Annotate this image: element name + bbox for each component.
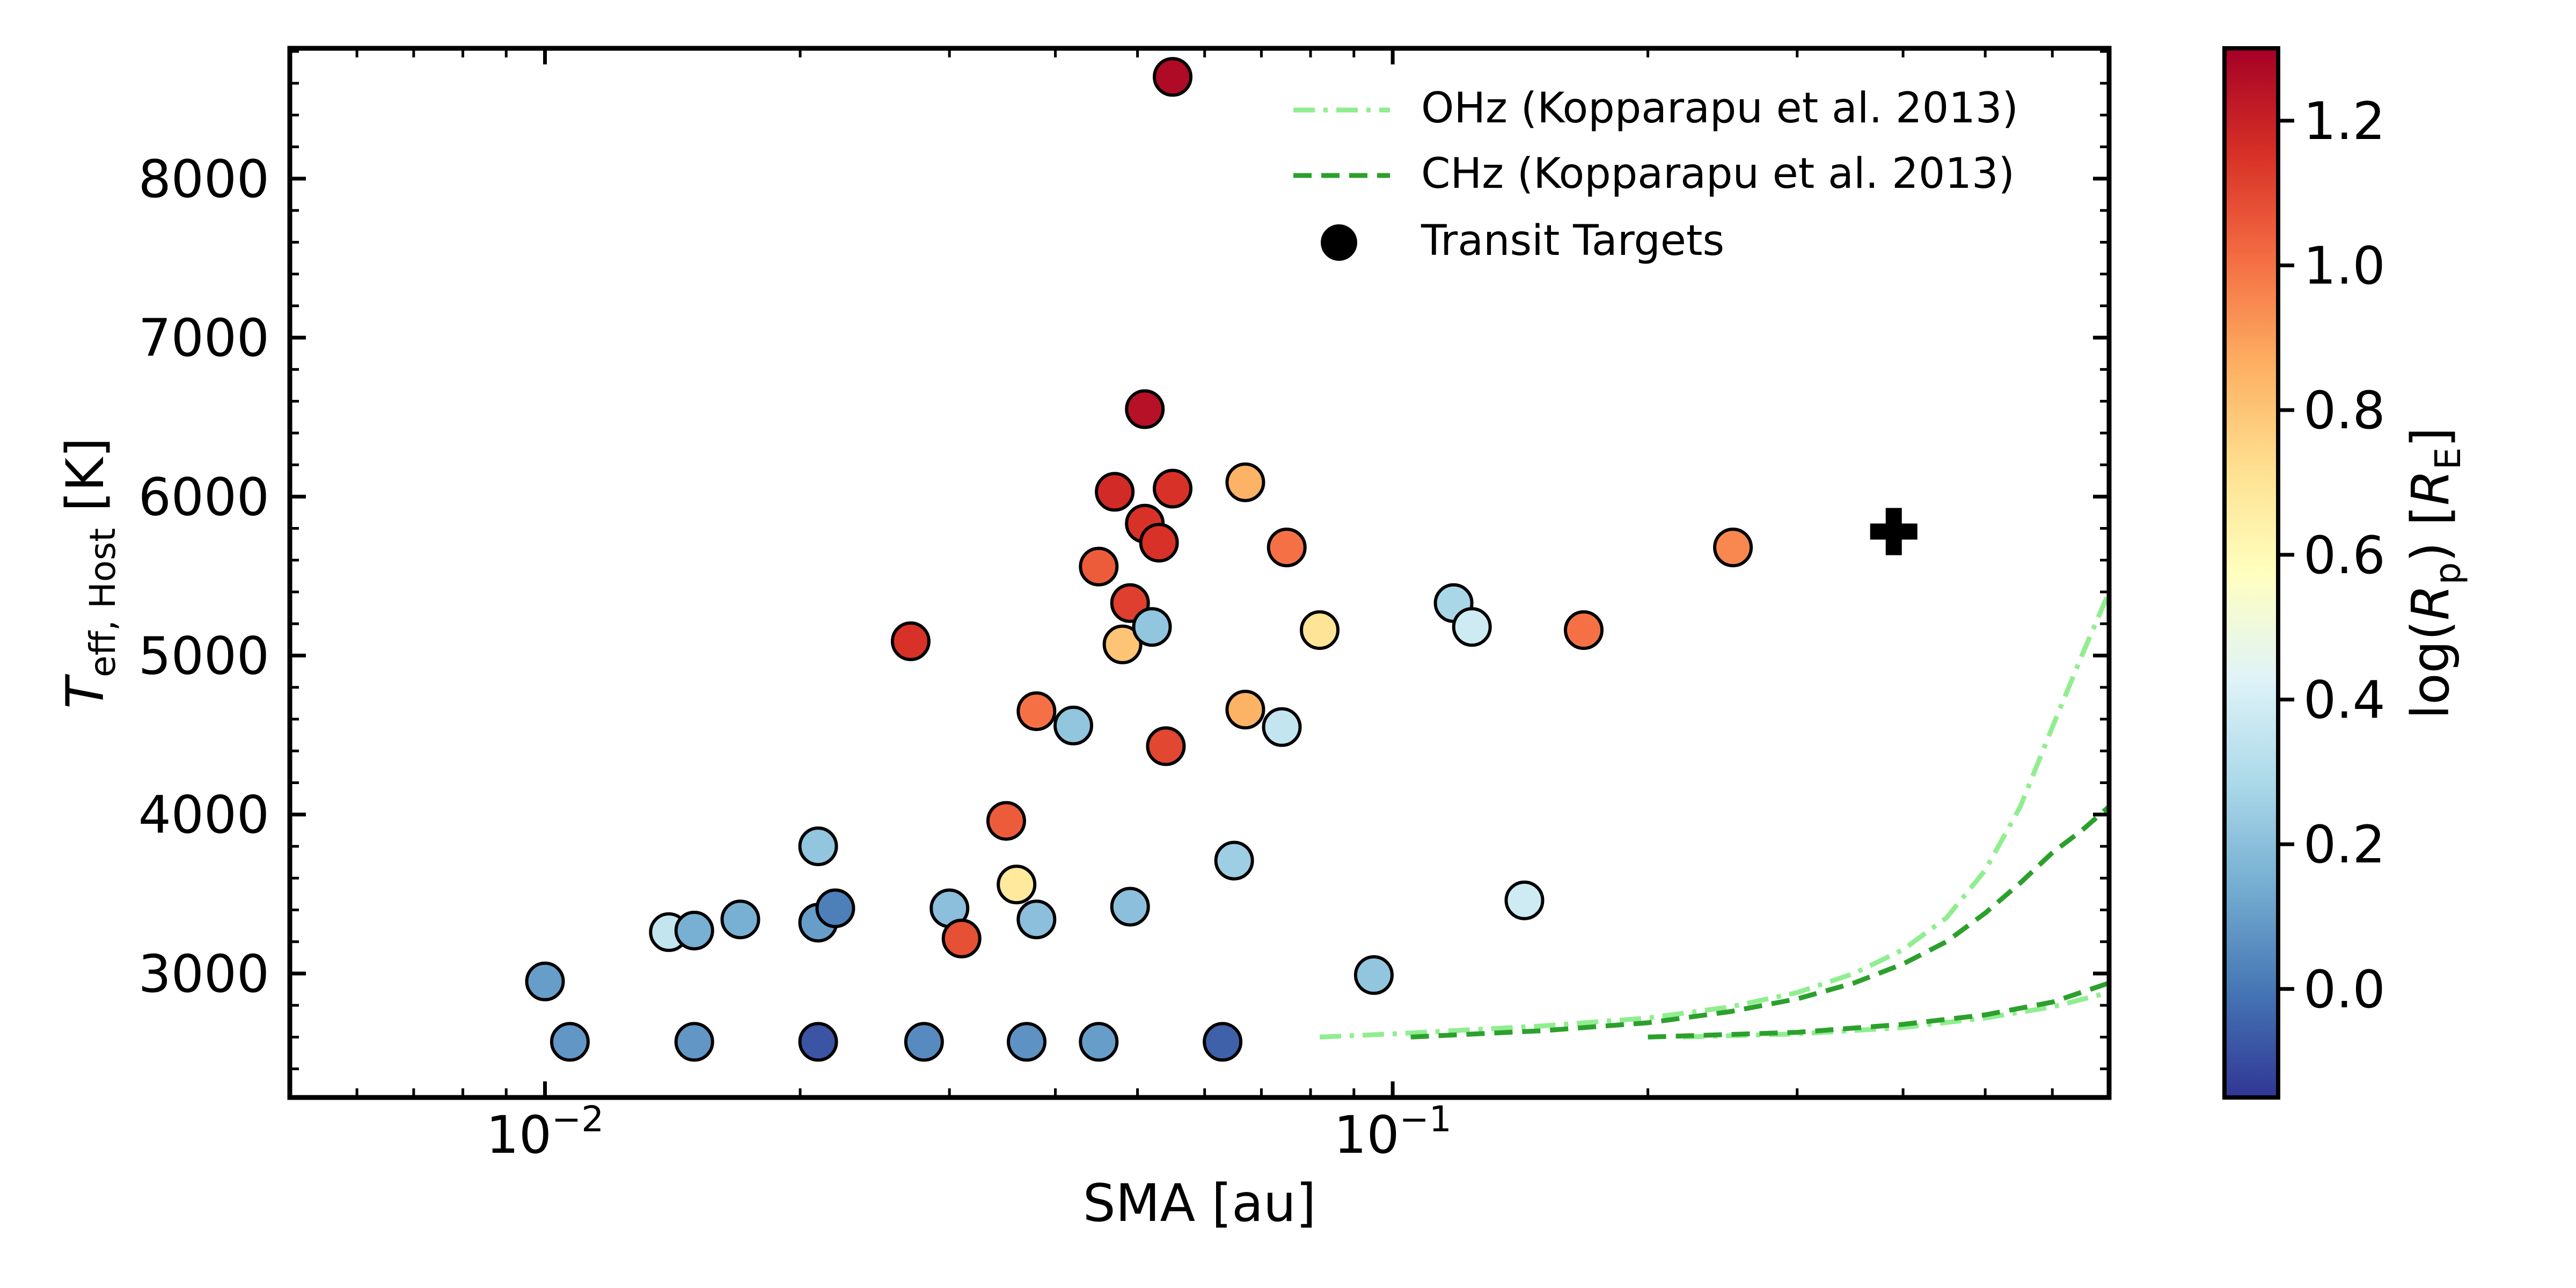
colorbar-label: log(Rp) [RE] [2401,427,2469,719]
data-points [525,57,1753,1062]
data-point [1016,691,1057,731]
data-point [1452,607,1492,647]
data-point [1079,546,1119,587]
legend-chz-label: CHz (Kopparapu et al. 2013) [1421,150,2015,198]
data-point [798,1022,838,1062]
data-point [941,918,982,958]
y-axis-label-unit: [K] [55,437,115,528]
hz-curve-ohz-1 [1682,990,2109,1040]
data-point [1713,528,1753,568]
legend-transit-label: Transit Targets [1421,217,1724,265]
plot-area [290,48,2109,1097]
data-point [1267,528,1307,568]
data-point [997,865,1037,905]
x-tick-label-base: 10 [1334,1105,1399,1165]
data-point [674,1022,714,1062]
data-point [1504,880,1545,920]
data-point [1132,607,1172,647]
data-point [525,961,565,1001]
legend-transit-marker [1321,224,1357,261]
data-point [1262,707,1302,747]
legend: OHz (Kopparapu et al. 2013) CHz (Koppara… [1293,84,2018,265]
colorbar-tick-label: 1.0 [2303,236,2385,296]
data-point [1225,690,1265,730]
data-point [1300,610,1340,650]
colorbar-gradient [2224,48,2278,1097]
data-point [986,801,1026,841]
y-tick-labels: 3000 4000 5000 6000 7000 8000 [138,149,269,1004]
data-point [1214,840,1254,881]
y-axis-label: Teff, Host [K] [55,437,123,708]
earth-marker [1870,508,1918,555]
hz-curve-chz-3 [1648,980,2109,1040]
x-axis-label: SMA [au] [1083,1173,1316,1233]
colorbar-ticks: 0.0 0.2 0.4 0.6 0.8 1.0 1.2 [2278,91,2385,1020]
data-point [904,1022,944,1062]
earth-marker-v [1885,508,1902,555]
y-axis-label-subscript: eff, Host [82,528,123,677]
colorbar-tick-label: 0.4 [2303,670,2385,730]
colorbar-frame [2222,46,2280,1100]
data-point [674,911,714,950]
x-tick-label: 10−2 [486,1099,604,1165]
x-tick-label-exponent: −2 [552,1099,604,1140]
hz-curve-chz-2 [1410,804,2109,1040]
data-point [1102,624,1143,664]
colorbar-tick-label: 1.2 [2303,91,2385,151]
data-point [1203,1022,1243,1062]
data-point [720,899,760,940]
data-point [1095,472,1135,512]
y-tick-label: 4000 [138,785,269,845]
data-point [1007,1022,1046,1062]
colorbar-tick-label: 0.2 [2303,815,2385,875]
colorbar-tick-label: 0.8 [2303,380,2385,441]
data-point [1153,469,1192,509]
data-point [1079,1022,1119,1062]
data-point [1110,887,1150,927]
plot-frame [287,46,2112,1100]
colorbar-tick-label: 0.0 [2303,960,2385,1020]
y-tick-label: 5000 [138,626,269,686]
y-tick-label: 3000 [138,944,269,1004]
legend-ohz-label: OHz (Kopparapu et al. 2013) [1421,84,2018,133]
colorbar: 0.0 0.2 0.4 0.6 0.8 1.0 1.2 log(Rp) [RE] [2222,46,2469,1100]
data-point [890,621,931,661]
y-tick-label: 8000 [138,149,269,209]
data-point [1139,523,1179,563]
hz-curve-ohz-0 [1319,591,2109,1040]
data-point [1153,57,1192,97]
data-point [815,888,855,928]
x-tick-labels: 10−2 10−1 [486,1099,1452,1165]
colorbar-tick-label: 0.6 [2303,525,2385,586]
data-point [1016,899,1057,940]
habitable-zone-curves [1319,591,2109,1040]
data-point [1146,726,1186,766]
data-point [550,1022,590,1062]
x-tick-label-exponent: −1 [1400,1099,1452,1140]
data-point [1564,610,1604,650]
data-point [1125,389,1165,429]
data-point [1053,705,1093,745]
y-axis-label-main: T [55,674,115,709]
y-tick-label: 7000 [138,308,269,368]
data-point [1225,462,1265,502]
axis-ticks [288,48,2111,1097]
data-point [798,826,838,866]
x-tick-label-base: 10 [486,1105,552,1165]
data-point [1353,955,1394,995]
y-tick-label: 6000 [138,467,269,527]
x-tick-label: 10−1 [1334,1099,1451,1165]
